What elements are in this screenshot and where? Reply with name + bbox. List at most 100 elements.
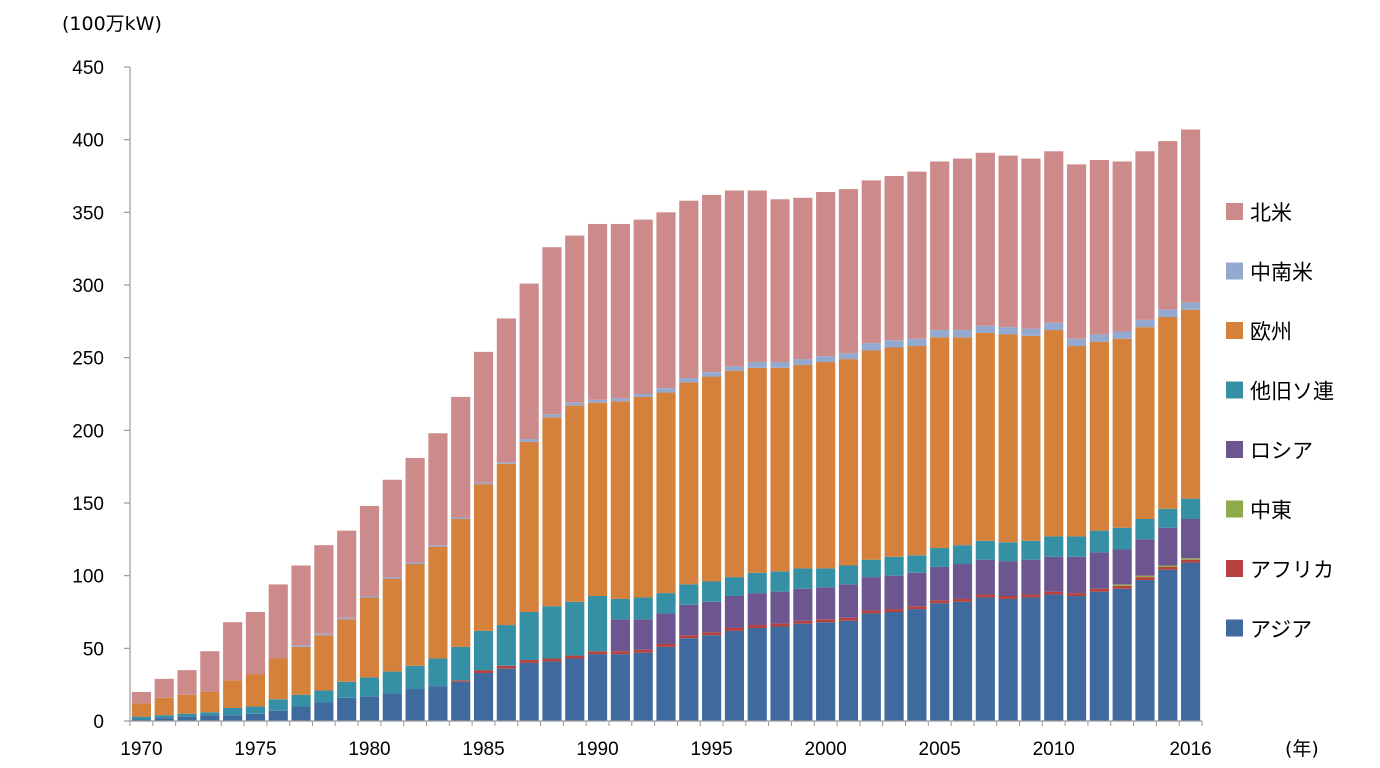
bar-segment <box>610 398 630 402</box>
bar-segment <box>633 396 653 598</box>
bar-segment <box>1135 539 1155 576</box>
bar-segment <box>291 706 311 721</box>
bar-segment <box>1158 508 1178 528</box>
bar-segment <box>656 212 676 389</box>
bar-segment <box>473 482 494 485</box>
bar-segment <box>1089 591 1109 721</box>
bar-segment <box>382 479 402 578</box>
x-tick-label: 2010 <box>1033 739 1075 760</box>
bar-segment <box>930 603 950 721</box>
bar-segment <box>451 681 471 721</box>
bar-segment <box>724 627 745 631</box>
bar-segment <box>1112 549 1132 585</box>
bar-segment <box>770 199 790 363</box>
bar-segment <box>679 200 699 379</box>
bar-segment <box>359 596 380 598</box>
bar-segment <box>223 715 243 721</box>
bar-segment <box>1066 346 1087 537</box>
bar-segment <box>1135 575 1155 578</box>
bar-segment <box>998 596 1018 599</box>
bar-segment <box>542 414 562 418</box>
bar-segment <box>702 194 722 373</box>
bar-segment <box>519 659 539 663</box>
bar-segment <box>1181 498 1201 519</box>
bar-segment <box>587 402 608 597</box>
bar-segment <box>1044 151 1064 323</box>
bar-segment <box>770 591 790 624</box>
bar-segment <box>1021 559 1041 595</box>
bar-segment <box>131 716 151 720</box>
bar-segment <box>998 327 1018 335</box>
bar-segment <box>565 601 585 656</box>
bar-segment <box>268 658 288 700</box>
bar-segment <box>633 219 653 394</box>
bar-segment <box>816 619 836 623</box>
bar-segment <box>907 171 927 339</box>
bar-segment <box>451 680 471 682</box>
bar-segment <box>359 505 380 597</box>
bar-segment <box>131 703 151 717</box>
bar-segment <box>519 662 539 721</box>
bar-segment <box>337 530 357 618</box>
bar-segment <box>314 633 334 636</box>
bar-segment <box>838 353 859 360</box>
bar-segment <box>1158 565 1178 567</box>
bar-segment <box>930 161 950 331</box>
x-tick-label: 1995 <box>690 739 732 760</box>
bar-segment <box>496 625 516 666</box>
bar-segment <box>382 671 402 694</box>
bar-segment <box>930 548 950 567</box>
bar-segment <box>1181 559 1201 563</box>
bar-segment <box>907 572 927 607</box>
bar-segment <box>496 318 516 463</box>
bar-segment <box>702 376 722 582</box>
bar-segment <box>952 545 973 565</box>
bar-segment <box>998 561 1018 597</box>
bar-segment <box>451 646 471 681</box>
bar-segment <box>656 643 676 647</box>
bar-segment <box>861 577 881 611</box>
bar-segment <box>428 433 448 546</box>
bar-segment <box>1066 536 1087 557</box>
bar-segment <box>1135 580 1155 721</box>
bar-segment <box>838 189 859 354</box>
bar-segment <box>405 457 425 563</box>
bar-segment <box>998 155 1018 328</box>
bar-segment <box>656 593 676 614</box>
bar-segment <box>154 678 174 698</box>
bar-segment <box>565 658 585 721</box>
bar-segment <box>816 587 836 620</box>
bar-segment <box>473 673 494 721</box>
bar-segment <box>587 651 608 655</box>
bar-segment <box>975 597 995 721</box>
bar-segment <box>1112 584 1132 586</box>
x-tick-label: 1980 <box>348 739 390 760</box>
bar-segment <box>656 613 676 644</box>
bar-segment <box>1158 316 1178 509</box>
bar-segment <box>200 691 220 713</box>
bar-segment <box>177 713 197 717</box>
bar-segment <box>656 388 676 393</box>
bar-segment <box>702 372 722 377</box>
bar-segment <box>633 652 653 721</box>
bar-segment <box>610 223 630 399</box>
bar-segment <box>337 681 357 698</box>
bar-segment <box>930 566 950 601</box>
bar-segment <box>1158 569 1178 721</box>
bar-segment <box>1112 527 1132 550</box>
bar-segment <box>679 635 699 639</box>
bar-segment <box>1181 129 1201 303</box>
bar-segment <box>838 359 859 566</box>
legend-label: 中南米 <box>1250 261 1313 285</box>
bar-segment <box>223 680 243 708</box>
bar-segment <box>884 176 904 341</box>
bar-segment <box>952 598 973 602</box>
bar-segment <box>154 697 174 716</box>
bar-segment <box>405 665 425 690</box>
bar-segment <box>861 343 881 351</box>
y-axis: 0 50 100 150 200 250 300 350 400 450 <box>72 58 131 733</box>
bar-segment <box>1044 330 1064 537</box>
bar-segment <box>975 540 995 560</box>
bar-segment <box>884 347 904 557</box>
x-unit-label: (年) <box>1285 738 1319 760</box>
